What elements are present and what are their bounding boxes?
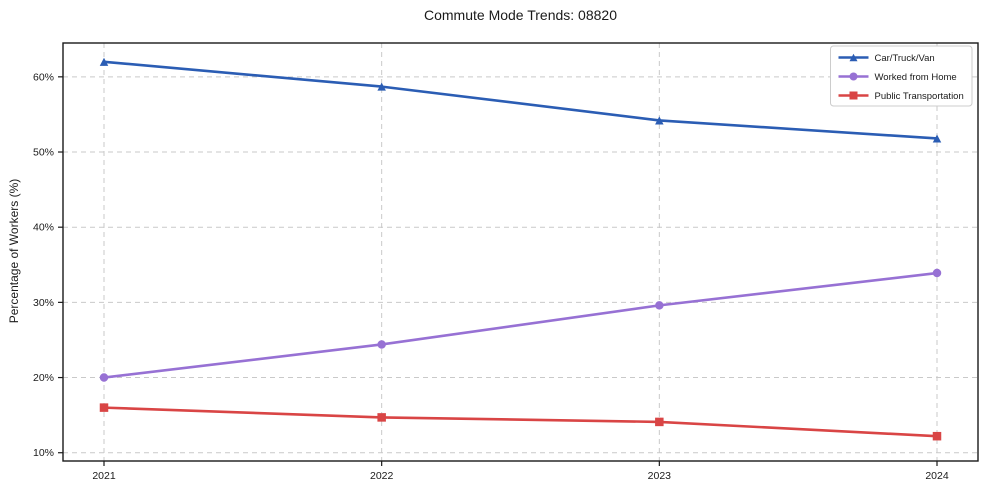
legend-box <box>830 45 973 107</box>
y-tick-label: 20% <box>33 372 54 384</box>
legend-marker-worked-from-home <box>849 72 858 81</box>
data-point-public-transportation <box>99 403 109 412</box>
data-point-public-transportation <box>655 417 664 427</box>
legend-marker-public-transportation <box>849 91 858 100</box>
y-tick-label: 50% <box>33 147 54 159</box>
data-point-car-truck-van <box>932 134 942 143</box>
data-point-car-truck-van <box>99 57 109 66</box>
x-tick-label: 2022 <box>370 470 394 482</box>
data-point-worked-from-home <box>377 340 386 349</box>
plot-border <box>62 42 979 462</box>
legend-marker-car-truck-van <box>849 53 858 62</box>
legend-label-public-transportation: Public Transportation <box>875 91 964 102</box>
data-point-worked-from-home <box>932 268 942 278</box>
series-line-car-truck-van <box>102 60 939 140</box>
y-tick-label: 60% <box>33 71 54 83</box>
data-point-worked-from-home <box>99 373 109 382</box>
y-tick-label: 30% <box>33 297 54 309</box>
x-tick-label: 2024 <box>925 470 949 482</box>
y-tick-label: 10% <box>33 447 54 459</box>
legend-label-car-truck-van: Car/Truck/Van <box>875 53 935 64</box>
data-point-public-transportation <box>932 431 942 441</box>
series-line-public-transportation <box>102 406 939 438</box>
data-point-public-transportation <box>377 413 386 422</box>
data-point-car-truck-van <box>655 116 664 125</box>
data-point-worked-from-home <box>655 301 664 310</box>
chart-title: Commute Mode Trends: 08820 <box>424 7 617 23</box>
data-point-car-truck-van <box>377 82 386 91</box>
x-tick-label: 2023 <box>648 470 672 482</box>
legend-label-worked-from-home: Worked from Home <box>875 72 957 83</box>
series-line-worked-from-home <box>102 271 939 379</box>
y-tick-label: 40% <box>33 222 54 234</box>
x-tick-label: 2021 <box>92 470 116 482</box>
